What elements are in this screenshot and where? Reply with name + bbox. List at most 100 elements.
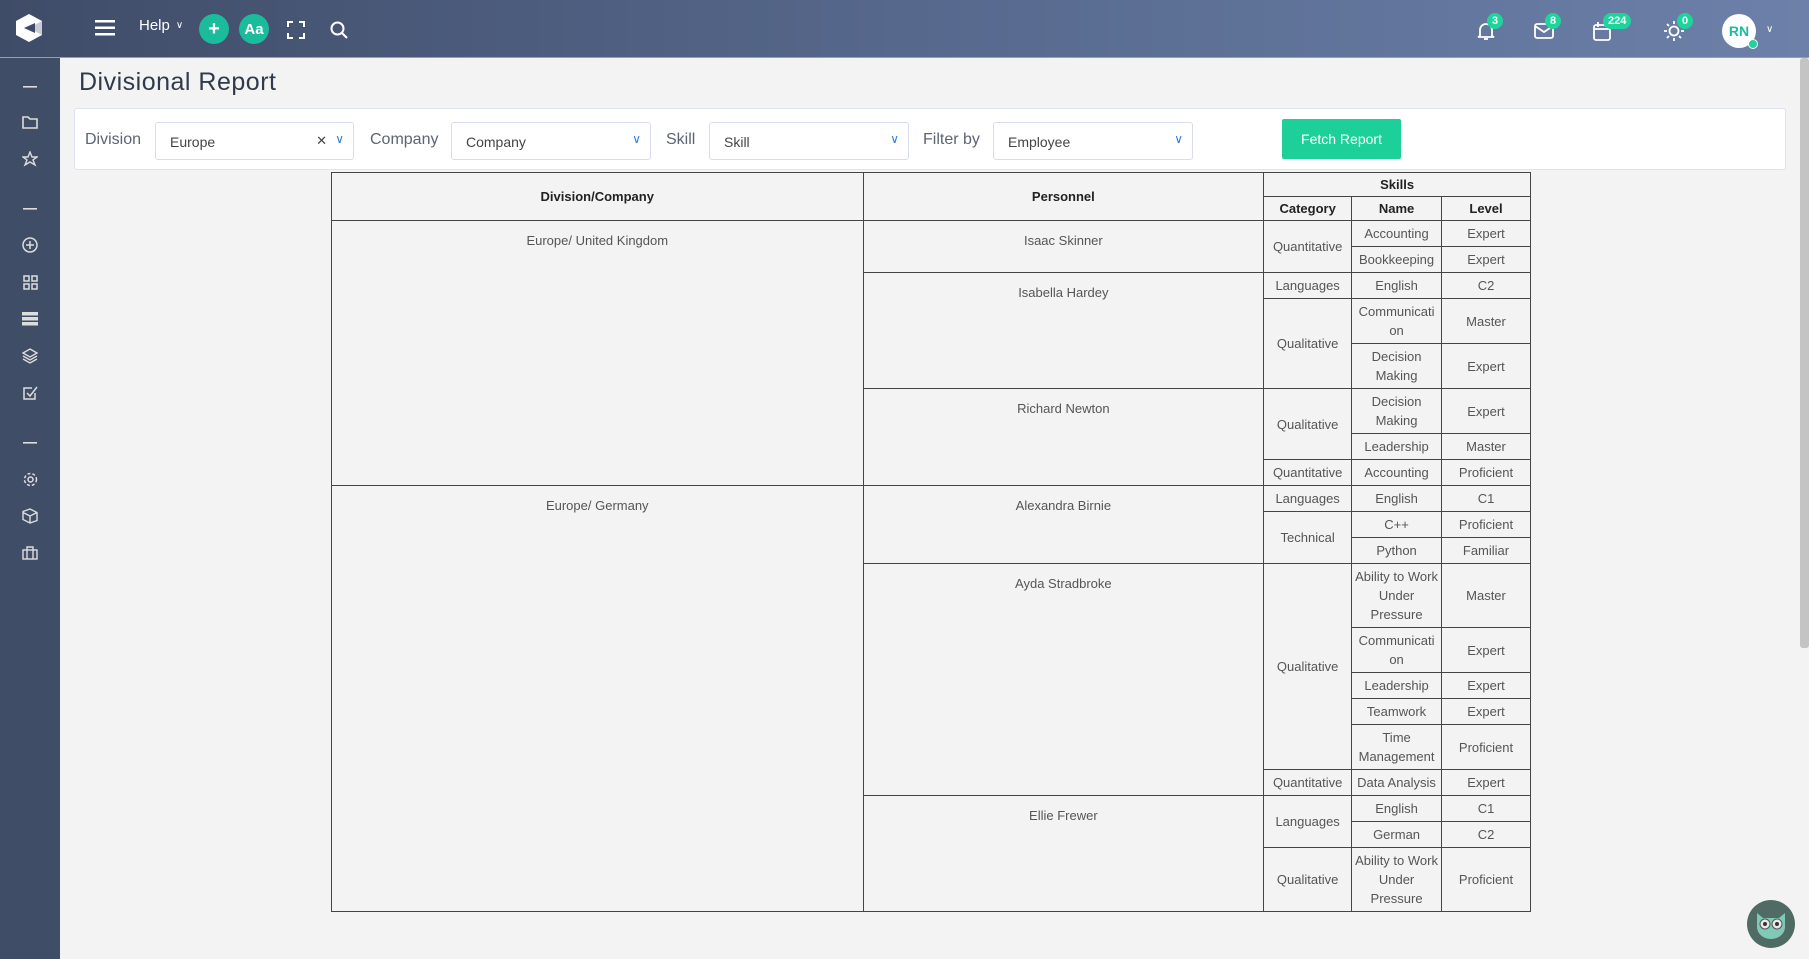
notifications-badge: 3 bbox=[1487, 13, 1504, 29]
skill-name-cell: C++ bbox=[1351, 511, 1443, 538]
skill-level-cell: Master bbox=[1441, 563, 1531, 628]
division-label: Division bbox=[85, 131, 142, 148]
table-row: Ellie Frewer Languages English C1 bbox=[332, 795, 1531, 912]
skill-name-cell: Data Analysis bbox=[1351, 769, 1443, 796]
table-row: Teamwork Expert bbox=[332, 698, 1531, 725]
avatar-initials: RN bbox=[1728, 23, 1750, 39]
table-row: Quantitative Accounting Proficient bbox=[332, 459, 1531, 486]
division-select[interactable]: Europe ✕ ∨ bbox=[155, 122, 354, 160]
clear-icon[interactable]: ✕ bbox=[316, 133, 327, 148]
user-menu-chevron-icon[interactable]: ∨ bbox=[1766, 24, 1774, 35]
avatar[interactable]: RN bbox=[1722, 14, 1758, 49]
font-size-button[interactable]: Aa bbox=[239, 14, 269, 44]
skill-level-cell: Master bbox=[1441, 433, 1531, 460]
briefcase-icon[interactable] bbox=[19, 542, 41, 564]
table-row: Ayda Stradbroke Qualitative Ability to Wor… bbox=[332, 563, 1531, 796]
skill-level-cell: Expert bbox=[1441, 769, 1531, 796]
company-label: Company bbox=[370, 131, 439, 148]
table-row: Isabella Hardey Languages English C2 bbox=[332, 272, 1531, 389]
skill-level-cell: Expert bbox=[1441, 627, 1531, 673]
table-row: Qualitative Ability to Work Under Pressur… bbox=[332, 847, 1531, 912]
collapse-icon[interactable] bbox=[19, 76, 41, 98]
skill-level-cell: C1 bbox=[1441, 485, 1531, 512]
layers-icon[interactable] bbox=[19, 345, 41, 367]
mail-icon[interactable]: 8 bbox=[1533, 13, 1562, 42]
fullscreen-icon[interactable] bbox=[285, 19, 307, 41]
sidebar bbox=[0, 58, 60, 959]
search-icon[interactable] bbox=[328, 19, 350, 41]
category-cell: Qualitative bbox=[1263, 563, 1353, 770]
box-icon[interactable] bbox=[19, 505, 41, 527]
personnel-cell: Richard Newton bbox=[862, 388, 1265, 486]
skill-name-cell: Decision Making bbox=[1351, 343, 1443, 389]
grid-icon[interactable] bbox=[19, 271, 41, 293]
category-cell: Quantitative bbox=[1263, 769, 1353, 796]
brightness-icon[interactable]: 0 bbox=[1663, 13, 1694, 42]
table-row: Leadership Expert bbox=[332, 672, 1531, 699]
top-bar: Help ∨ + Aa 3 8 224 0 RN ∨ bbox=[0, 0, 1809, 58]
filter-by-select[interactable]: Employee ∨ bbox=[993, 122, 1193, 160]
skill-name-cell: Decision Making bbox=[1351, 388, 1443, 434]
skill-level-cell: Expert bbox=[1441, 698, 1531, 725]
checkbox-icon[interactable] bbox=[19, 382, 41, 404]
header-name: Name bbox=[1351, 196, 1443, 221]
chevron-down-icon: ∨ bbox=[335, 132, 344, 146]
category-cell: Qualitative bbox=[1263, 388, 1353, 460]
division-value: Europe bbox=[170, 134, 216, 150]
table-row: Bookkeeping Expert bbox=[332, 246, 1531, 273]
collapse-icon[interactable] bbox=[19, 432, 41, 454]
table-body: Europe/ United Kingdom Isaac Skinner Quant… bbox=[331, 220, 1531, 912]
page-title: Divisional Report bbox=[79, 68, 277, 96]
help-label: Help bbox=[139, 17, 170, 34]
division-cell: Europe/ United Kingdom bbox=[331, 220, 864, 486]
company-value: Company bbox=[466, 134, 526, 150]
calendar-icon[interactable]: 224 bbox=[1591, 13, 1632, 42]
notifications-bell-icon[interactable]: 3 bbox=[1475, 13, 1504, 42]
header-skills: Skills bbox=[1263, 172, 1531, 197]
star-icon[interactable] bbox=[19, 148, 41, 170]
company-select[interactable]: Company ∨ bbox=[451, 122, 651, 160]
owl-icon bbox=[1757, 913, 1785, 939]
skill-level-cell: Familiar bbox=[1441, 537, 1531, 564]
skill-level-cell: Proficient bbox=[1441, 724, 1531, 770]
category-cell: Technical bbox=[1263, 511, 1353, 564]
skill-level-cell: C2 bbox=[1441, 272, 1531, 299]
folder-icon[interactable] bbox=[19, 111, 41, 133]
skill-level-cell: Expert bbox=[1441, 246, 1531, 273]
table-row: Europe/ United Kingdom Isaac Skinner Quant… bbox=[331, 220, 1531, 486]
menu-icon[interactable] bbox=[92, 16, 118, 40]
tasks-badge: 0 bbox=[1677, 13, 1694, 29]
skill-level-cell: C2 bbox=[1441, 821, 1531, 848]
skill-name-cell: Leadership bbox=[1351, 433, 1443, 460]
category-cell: Languages bbox=[1263, 485, 1353, 512]
chevron-down-icon: ∨ bbox=[1174, 132, 1183, 146]
skill-select[interactable]: Skill ∨ bbox=[709, 122, 909, 160]
personnel-cell: Isaac Skinner bbox=[862, 220, 1265, 273]
collapse-icon[interactable] bbox=[19, 198, 41, 220]
category-cell: Languages bbox=[1263, 795, 1353, 848]
skill-level-cell: Proficient bbox=[1441, 459, 1531, 486]
app-logo[interactable] bbox=[14, 12, 44, 44]
chevron-down-icon: ∨ bbox=[890, 132, 899, 146]
add-circle-icon[interactable] bbox=[19, 234, 41, 256]
divisional-report-table: Division/Company Personnel Skills Catego… bbox=[331, 172, 1531, 912]
category-cell: Quantitative bbox=[1263, 220, 1353, 273]
table-row: German C2 bbox=[332, 821, 1531, 848]
personnel-cell: Isabella Hardey bbox=[862, 272, 1265, 389]
chevron-down-icon: ∨ bbox=[175, 20, 184, 31]
personnel-cell: Alexandra Birnie bbox=[862, 485, 1265, 564]
help-menu[interactable]: Help ∨ bbox=[139, 17, 183, 34]
table-row: Europe/ Germany Alexandra Birnie Languages… bbox=[331, 485, 1531, 912]
table-row: Time Management Proficient bbox=[332, 724, 1531, 770]
personnel-cell: Ellie Frewer bbox=[862, 795, 1265, 912]
skill-level-cell: Proficient bbox=[1441, 847, 1531, 912]
scrollbar[interactable] bbox=[1800, 58, 1809, 648]
skill-name-cell: Communication bbox=[1351, 627, 1443, 673]
gear-icon[interactable] bbox=[19, 468, 41, 490]
online-status-dot bbox=[1748, 39, 1758, 49]
fetch-report-button[interactable]: Fetch Report bbox=[1282, 119, 1401, 159]
list-icon[interactable] bbox=[19, 308, 41, 330]
skill-name-cell: Ability to Work Under Pressure bbox=[1351, 563, 1443, 628]
add-button[interactable]: + bbox=[199, 14, 229, 44]
assistant-owl-button[interactable] bbox=[1747, 900, 1795, 948]
